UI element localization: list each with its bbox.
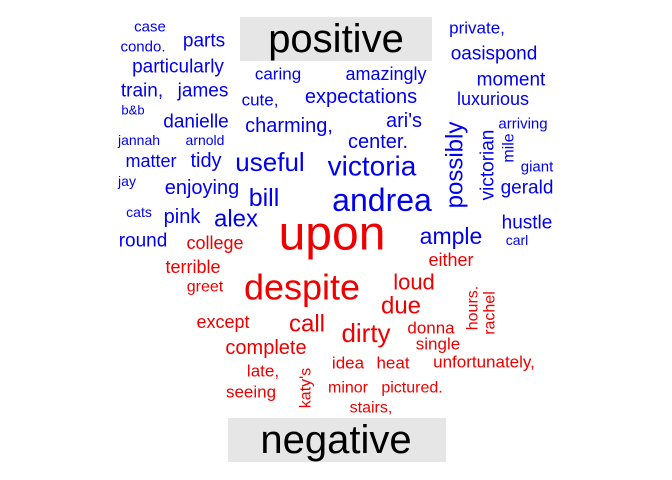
word-positive-amazingly: amazingly bbox=[345, 64, 426, 84]
negative-label-box bbox=[228, 418, 446, 462]
word-positive-moment: moment bbox=[477, 70, 546, 91]
word-positive-victoria: victoria bbox=[328, 151, 417, 182]
word-positive-mile: mile bbox=[501, 133, 518, 162]
word-negative-loud: loud bbox=[393, 270, 435, 295]
word-negative-due: due bbox=[381, 293, 421, 320]
word-positive-ample: ample bbox=[420, 223, 483, 249]
word-negative-college: college bbox=[186, 233, 243, 253]
word-positive-train: train, bbox=[121, 81, 163, 102]
word-negative-despite: despite bbox=[244, 267, 360, 308]
word-negative-single: single bbox=[416, 335, 460, 354]
word-negative-pictured: pictured. bbox=[381, 380, 442, 397]
word-negative-minor: minor bbox=[328, 380, 369, 397]
word-positive-b-b: b&b bbox=[121, 103, 144, 118]
word-positive-arriving: arriving bbox=[498, 116, 547, 133]
word-positive-giant: giant bbox=[521, 159, 554, 176]
word-positive-jay: jay bbox=[117, 173, 136, 189]
word-positive-case: case bbox=[134, 19, 166, 36]
word-negative-hours: hours. bbox=[465, 286, 482, 330]
word-negative-either: either bbox=[428, 250, 473, 270]
word-negative-katy-s: katy's bbox=[298, 368, 315, 408]
word-positive-useful: useful bbox=[235, 147, 304, 177]
word-negative-seeing: seeing bbox=[226, 383, 276, 402]
word-positive-carl: carl bbox=[506, 232, 529, 248]
word-positive-danielle: danielle bbox=[163, 112, 229, 133]
word-positive-pink: pink bbox=[164, 206, 202, 228]
word-negative-call: call bbox=[289, 311, 325, 338]
word-positive-victorian: victorian bbox=[478, 130, 499, 201]
word-positive-alex: alex bbox=[214, 206, 258, 233]
word-negative-idea: idea bbox=[332, 354, 365, 373]
word-positive-james: james bbox=[177, 81, 229, 102]
group-label-positive: positive bbox=[268, 17, 404, 61]
positive-label-box bbox=[240, 17, 432, 61]
word-positive-jannah: jannah bbox=[117, 132, 160, 148]
word-negative-greet: greet bbox=[187, 279, 224, 296]
word-positive-cats: cats bbox=[126, 204, 152, 220]
word-positive-hustle: hustle bbox=[502, 213, 553, 234]
word-positive-gerald: gerald bbox=[501, 178, 554, 199]
word-negative-terrible: terrible bbox=[165, 257, 220, 277]
word-positive-center: center. bbox=[348, 131, 408, 153]
word-positive-arnold: arnold bbox=[186, 132, 225, 148]
word-positive-oasispond: oasispond bbox=[451, 44, 538, 65]
word-positive-ari-s: ari's bbox=[386, 110, 422, 132]
word-positive-caring: caring bbox=[255, 65, 301, 84]
word-negative-except: except bbox=[196, 312, 249, 332]
word-negative-unfortunately: unfortunately, bbox=[433, 353, 535, 372]
word-negative-complete: complete bbox=[225, 337, 306, 359]
word-positive-condo: condo. bbox=[120, 39, 165, 56]
word-negative-upon: upon bbox=[279, 208, 386, 261]
word-positive-possibly: possibly bbox=[442, 122, 469, 209]
word-positive-matter: matter bbox=[125, 151, 176, 171]
word-positive-bill: bill bbox=[249, 184, 280, 212]
word-negative-stairs: stairs, bbox=[350, 400, 393, 417]
word-positive-round: round bbox=[119, 231, 168, 252]
word-positive-andrea: andrea bbox=[332, 182, 432, 218]
word-positive-private: private, bbox=[449, 19, 505, 38]
word-positive-particularly: particularly bbox=[132, 57, 224, 78]
word-negative-heat: heat bbox=[376, 354, 409, 373]
word-positive-expectations: expectations bbox=[305, 86, 417, 108]
word-positive-charming: charming, bbox=[245, 115, 333, 137]
word-negative-donna: donna bbox=[407, 319, 455, 338]
word-positive-luxurious: luxurious bbox=[457, 89, 529, 109]
group-label-negative: negative bbox=[260, 418, 411, 462]
word-positive-tidy: tidy bbox=[190, 150, 221, 172]
word-negative-rachel: rachel bbox=[482, 291, 499, 335]
word-layer: positive negative case condo. parts private, o… bbox=[117, 17, 554, 462]
word-negative-late: late, bbox=[247, 362, 279, 381]
word-positive-parts: parts bbox=[183, 31, 225, 52]
word-negative-dirty: dirty bbox=[341, 318, 390, 348]
word-positive-enjoying: enjoying bbox=[165, 177, 240, 199]
word-positive-cute: cute, bbox=[242, 91, 279, 110]
